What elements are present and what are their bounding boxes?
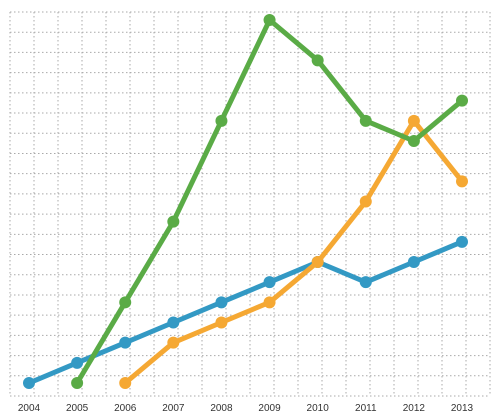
- data-point: [456, 175, 468, 188]
- data-point: [167, 215, 180, 228]
- data-point: [359, 195, 372, 208]
- data-point: [407, 135, 420, 147]
- x-tick-label: 2007: [162, 403, 185, 414]
- data-point: [215, 114, 228, 127]
- x-tick-label: 2011: [355, 403, 377, 414]
- x-tick-label: 2008: [210, 403, 233, 414]
- series-line: [74, 17, 465, 386]
- x-tick-label: 2006: [114, 403, 137, 414]
- series-group: [23, 14, 468, 389]
- data-point: [311, 256, 324, 268]
- x-tick-label: 2012: [403, 403, 426, 414]
- data-point: [407, 114, 420, 127]
- x-tick-label: 2010: [307, 403, 330, 414]
- x-axis-ticks: 2004 2005 2006 2007 2008 2009 2010 2011 2012 2013: [18, 403, 474, 414]
- data-point: [167, 336, 180, 349]
- data-point: [23, 377, 35, 389]
- x-tick-label: 2009: [258, 403, 281, 414]
- series-2: [119, 114, 468, 389]
- data-point: [71, 377, 84, 389]
- data-point: [119, 377, 132, 389]
- x-tick-label: 2005: [66, 403, 89, 414]
- data-point: [119, 336, 132, 349]
- series-3: [71, 14, 468, 389]
- data-point: [263, 276, 276, 289]
- data-point: [215, 316, 228, 329]
- x-tick-label: 2004: [18, 403, 41, 414]
- data-point: [215, 296, 228, 309]
- data-point: [167, 316, 180, 329]
- data-point: [311, 54, 324, 67]
- data-point: [263, 14, 276, 26]
- data-point: [407, 256, 420, 268]
- data-point: [359, 276, 372, 289]
- grid: [9, 11, 491, 397]
- series-line: [26, 239, 465, 386]
- data-point: [119, 296, 132, 309]
- data-point: [359, 114, 372, 127]
- data-point: [456, 235, 468, 248]
- series-1: [23, 235, 468, 389]
- series-line: [122, 118, 465, 386]
- x-tick-label: 2013: [451, 403, 474, 414]
- data-point: [456, 94, 468, 107]
- data-point: [71, 356, 84, 369]
- data-point: [263, 296, 276, 309]
